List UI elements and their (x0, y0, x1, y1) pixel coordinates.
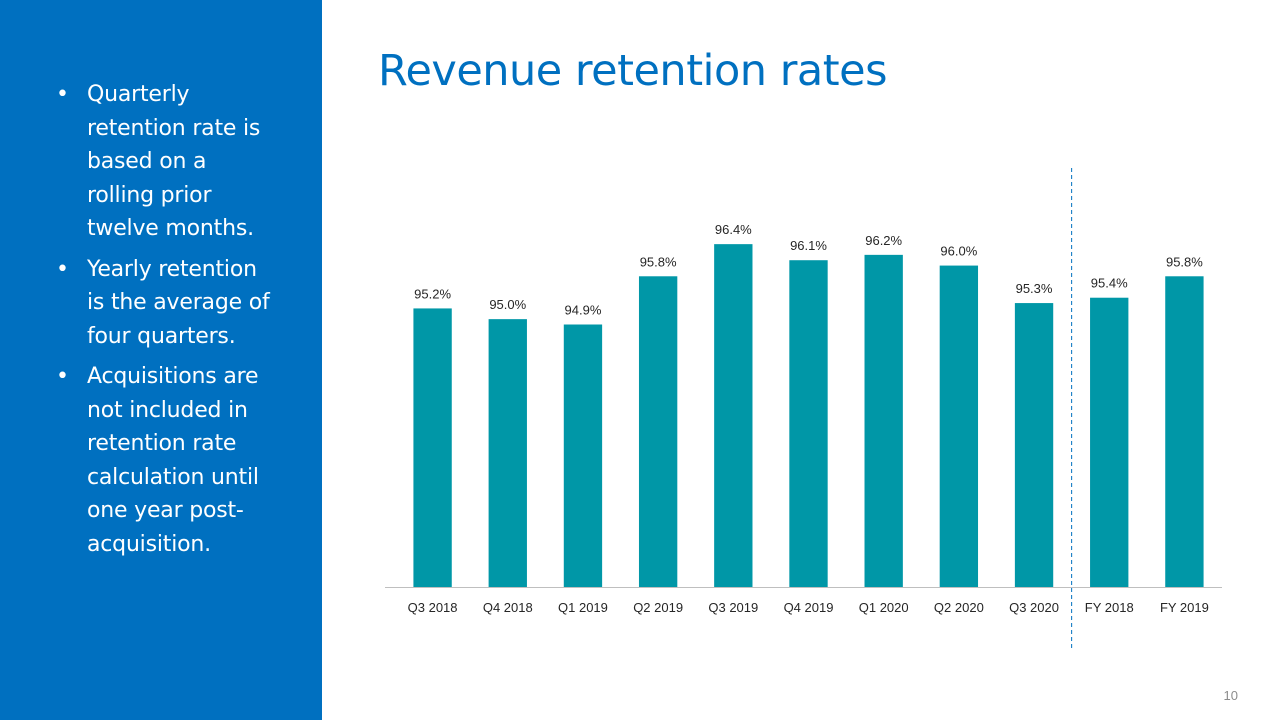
x-tick-label: Q1 2019 (558, 600, 608, 615)
data-label: 95.8% (1166, 254, 1203, 269)
page-number: 10 (1223, 688, 1238, 703)
x-tick-label: Q4 2018 (483, 600, 533, 615)
bullet-item: • Yearly retention is the average of fou… (56, 253, 278, 354)
bullet-item: • Acquisitions are not included in reten… (56, 360, 278, 561)
bar (1090, 297, 1129, 587)
x-tick-label: Q4 2019 (784, 600, 834, 615)
bullet-dot-icon: • (56, 82, 69, 107)
bar (789, 260, 828, 587)
data-label: 95.8% (640, 254, 677, 269)
bar (413, 308, 452, 587)
x-tick-label: Q3 2019 (708, 600, 758, 615)
data-label: 95.2% (414, 286, 451, 301)
data-label: 95.4% (1091, 276, 1128, 291)
bar-chart: 95.2% Q3 2018 95.0% Q4 2018 94.9% Q1 2019 95.8… (385, 168, 1222, 650)
bar (939, 265, 979, 587)
x-tick-label: Q2 2020 (934, 600, 984, 615)
bar (1014, 303, 1054, 587)
bullet-dot-icon: • (56, 256, 69, 282)
bar (488, 319, 527, 587)
bullet-text: Acquisitions are not included in retenti… (87, 364, 259, 557)
data-label: 95.3% (1016, 281, 1053, 296)
data-label: 95.0% (489, 297, 526, 312)
data-label: 96.2% (865, 233, 902, 248)
x-tick-label: Q1 2020 (859, 600, 909, 615)
bar (638, 276, 678, 587)
bullet-text: Quarterly retention rate is based on a r… (87, 82, 261, 241)
bullet-item: • Quarterly retention rate is based on a… (56, 78, 278, 246)
bar (864, 254, 903, 587)
sidebar: • Quarterly retention rate is based on a… (0, 0, 322, 720)
bullet-list: • Quarterly retention rate is based on a… (56, 78, 278, 568)
x-tick-label: Q3 2020 (1009, 600, 1059, 615)
x-tick-label: FY 2019 (1160, 600, 1209, 615)
x-tick-label: FY 2018 (1085, 600, 1134, 615)
slide-title: Revenue retention rates (378, 46, 887, 96)
data-label: 96.4% (715, 222, 752, 237)
bar (714, 244, 753, 587)
bar (1165, 276, 1204, 587)
x-tick-label: Q3 2018 (408, 600, 458, 615)
bullet-dot-icon: • (56, 364, 69, 389)
data-label: 96.1% (790, 238, 827, 253)
bar (563, 324, 603, 587)
data-label: 96.0% (940, 244, 977, 259)
bullet-text: Yearly retention is the average of four … (87, 256, 270, 349)
x-tick-label: Q2 2019 (633, 600, 683, 615)
data-label: 94.9% (565, 303, 602, 318)
